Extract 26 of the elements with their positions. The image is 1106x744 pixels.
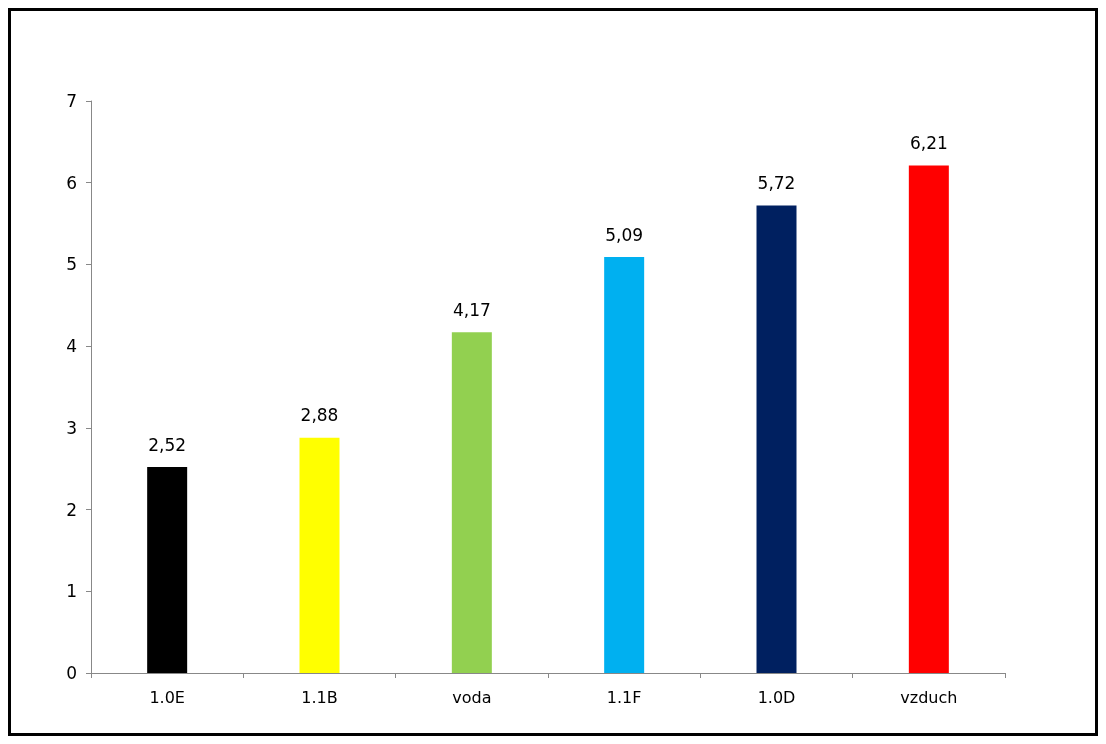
y-tick-label: 0 xyxy=(66,663,77,683)
y-tick-label: 7 xyxy=(66,91,77,111)
data-label: 6,21 xyxy=(909,133,948,154)
x-tick-label: vzduch xyxy=(900,687,958,707)
y-tick-label: 5 xyxy=(66,254,77,275)
data-label: 5,09 xyxy=(605,224,644,245)
y-tick-label: 1 xyxy=(66,581,77,602)
bar xyxy=(299,437,340,673)
x-tick-label: 1.0E xyxy=(149,687,185,707)
y-tick-label: 3 xyxy=(66,417,77,438)
bar xyxy=(756,205,797,673)
bar xyxy=(908,165,949,673)
bar xyxy=(451,332,492,673)
y-tick-label: 2 xyxy=(66,499,77,520)
y-tick-label: 6 xyxy=(66,172,77,193)
bar xyxy=(604,257,645,673)
x-tick-label: voda xyxy=(452,687,492,707)
bar xyxy=(147,467,188,673)
y-tick-label: 4 xyxy=(66,336,77,357)
data-label: 2,52 xyxy=(148,434,187,455)
data-label: 5,72 xyxy=(757,173,796,194)
x-tick-label: 1.1F xyxy=(606,687,642,707)
x-tick-label: 1.1B xyxy=(301,687,338,707)
x-tick-label: 1.0D xyxy=(757,687,796,707)
data-label: 2,88 xyxy=(300,405,339,426)
data-label: 4,17 xyxy=(452,299,491,320)
